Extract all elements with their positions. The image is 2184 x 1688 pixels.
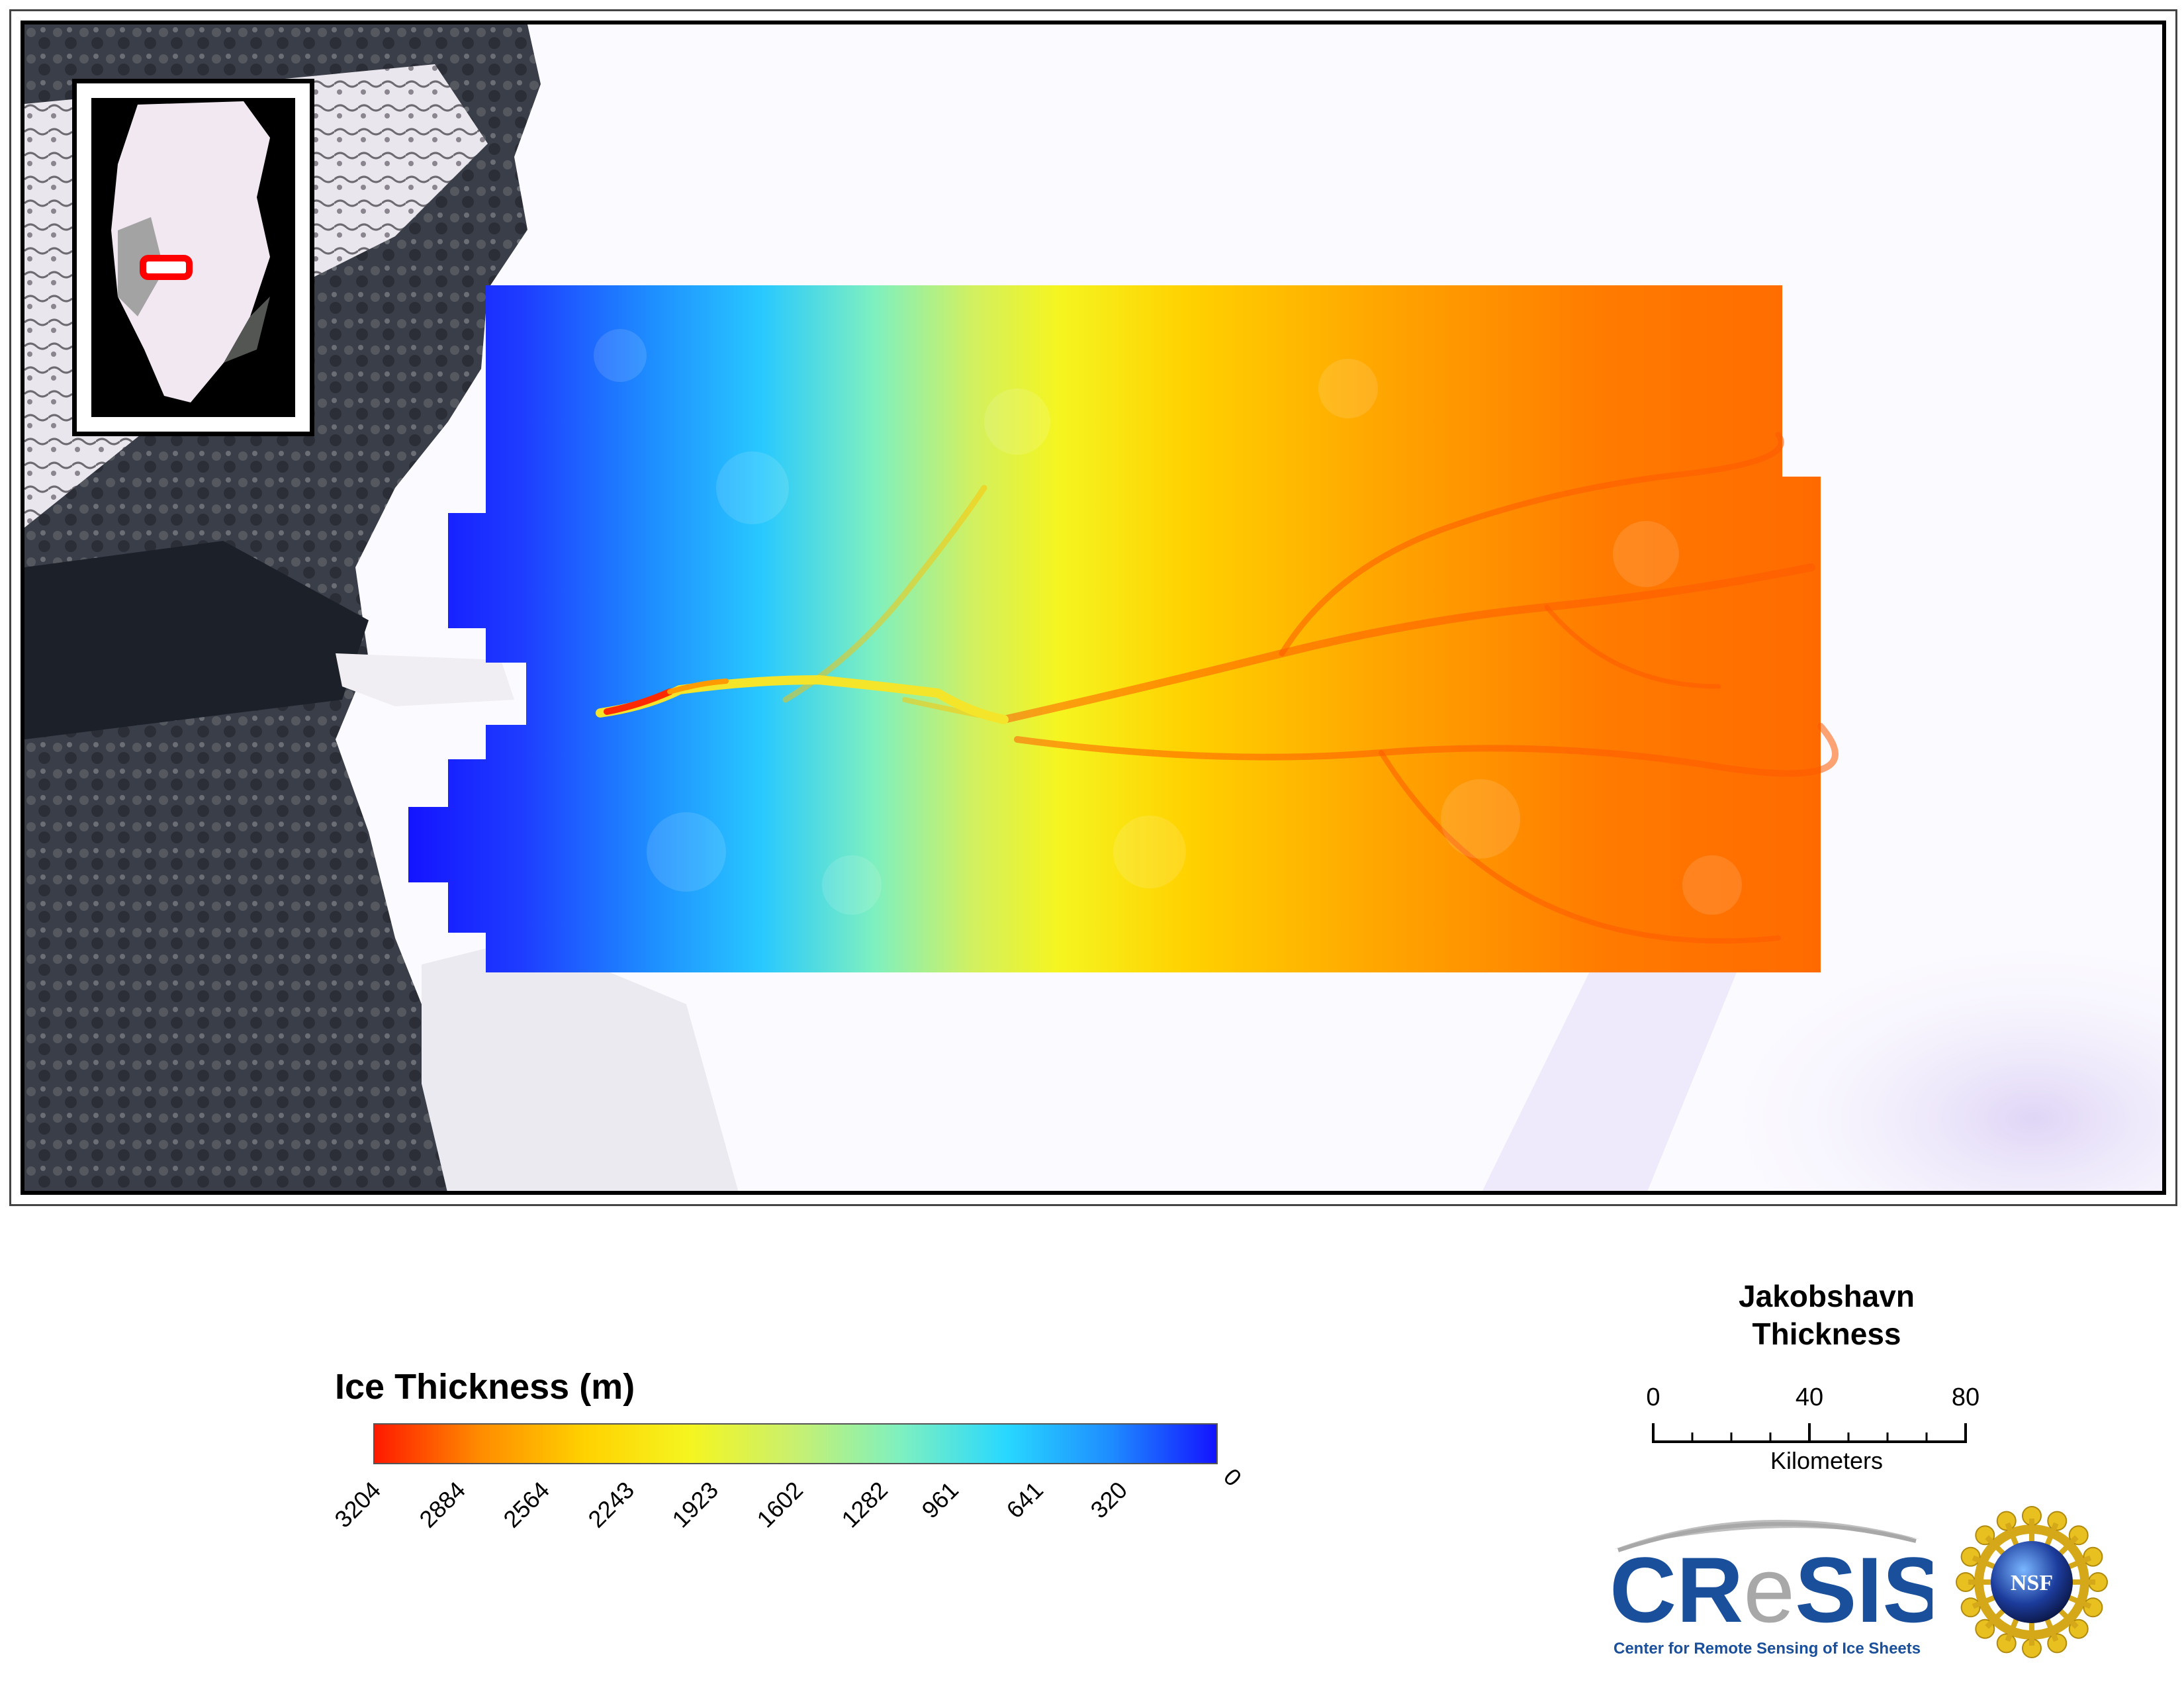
colorbar-tick-1602: 1602 (751, 1476, 809, 1533)
nsf-spoke-line (1972, 1595, 1997, 1609)
nsf-spoke-line (2058, 1535, 2079, 1556)
scale-bar: 0 40 80 Kilometers (1641, 1383, 2012, 1483)
cresis-wordmark-suffix: SIS (1795, 1538, 1933, 1642)
map-view[interactable] (21, 21, 2166, 1195)
map-title: Jakobshavn Thickness (1641, 1278, 2012, 1353)
nsf-spoke-line (2067, 1555, 2092, 1570)
colorbar-tick-1282: 1282 (836, 1476, 893, 1533)
colorbar-tick-320: 320 (1085, 1476, 1133, 1524)
colorbar-tick-2884: 2884 (414, 1476, 471, 1533)
scale-ruler (1652, 1423, 1967, 1443)
nsf-spoke-line (1972, 1555, 1997, 1570)
scale-label-0: 0 (1646, 1383, 1661, 1411)
map-title-line1: Jakobshavn (1739, 1279, 1915, 1313)
map-canvas (24, 24, 2162, 1191)
nsf-logo: NSF (1956, 1506, 2108, 1658)
nsf-spoke-line (2067, 1595, 2092, 1609)
nsf-spoke-line (2005, 1617, 2019, 1642)
legend-title: Ice Thickness (m) (335, 1367, 635, 1407)
map-frame (9, 9, 2177, 1206)
ice-thickness-raster (408, 285, 1839, 972)
cresis-tagline: Center for Remote Sensing of Ice Sheets (1614, 1640, 1921, 1658)
colorbar-tick-0: 0 (1218, 1463, 1248, 1492)
cresis-wordmark-e: e (1743, 1538, 1795, 1642)
inset-greenland (91, 98, 295, 417)
colorbar (373, 1423, 1218, 1464)
cresis-wordmark-prefix: CR (1610, 1538, 1743, 1642)
nsf-spoke-line (1985, 1535, 2006, 1556)
ice-fjord (336, 653, 514, 706)
nsf-spoke-line (2058, 1608, 2079, 1629)
nsf-text: NSF (2011, 1571, 2053, 1595)
colorbar-tick-2564: 2564 (498, 1476, 555, 1533)
cresis-logo: CReSIS Center for Remote Sensing of Ice … (1610, 1519, 1933, 1658)
scale-units: Kilometers (1770, 1447, 1884, 1474)
scale-label-80: 80 (1951, 1383, 1980, 1411)
nsf-spoke-line (2005, 1522, 2019, 1547)
colorbar-tick-1923: 1923 (666, 1476, 724, 1533)
colorbar-tick-2243: 2243 (582, 1476, 639, 1533)
colorbar-tick-3204: 3204 (329, 1476, 387, 1533)
svg-text:CReSIS: CReSIS (1610, 1538, 1933, 1642)
nsf-spoke-line (1985, 1608, 2006, 1629)
nsf-spoke-line (2044, 1522, 2059, 1547)
inset-study-area-marker (140, 255, 193, 280)
colorbar-tick-641: 641 (1001, 1476, 1048, 1524)
ice-margin-south (422, 938, 739, 1191)
map-title-line2: Thickness (1752, 1317, 1901, 1351)
colorbar-tick-961: 961 (916, 1476, 964, 1524)
inset-locator-map (72, 79, 314, 436)
nsf-spoke-line (2044, 1617, 2059, 1642)
scale-label-40: 40 (1795, 1383, 1824, 1411)
ocean (24, 541, 369, 739)
